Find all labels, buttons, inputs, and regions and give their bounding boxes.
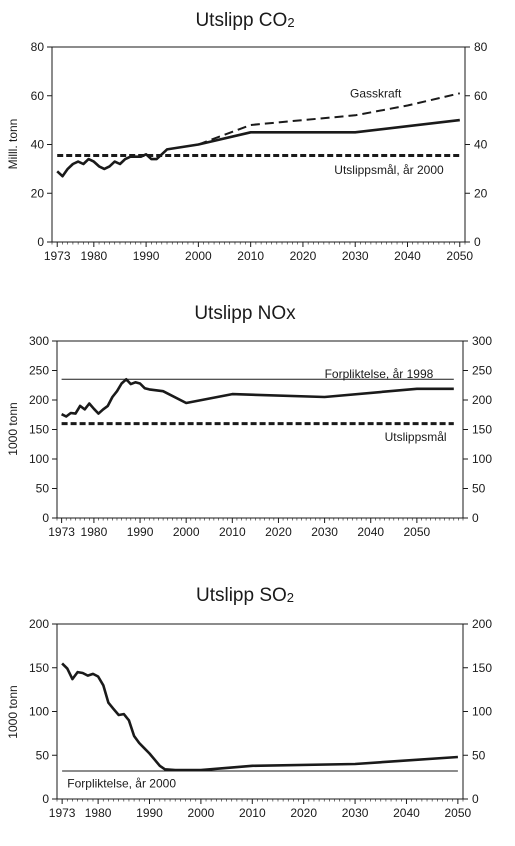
y-right-tick-label: 80: [474, 40, 488, 54]
annotation-label: Forpliktelse, år 2000: [67, 776, 176, 790]
y-axis-left: 0 50 100 150 200 250 300: [29, 334, 57, 525]
plot-frame: [51, 46, 466, 243]
x-tick-label: 1980: [81, 525, 108, 539]
y-right-tick-label: 200: [472, 393, 492, 407]
x-tick-label: 2050: [445, 806, 472, 820]
y-axis-right: 0 50 100 150 200 250 300: [463, 334, 492, 525]
x-tick-label: 2020: [290, 806, 317, 820]
x-tick-label: 2040: [357, 525, 384, 539]
series-group: [61, 378, 454, 426]
annotation-group: Forpliktelse, år 1998 Utslippsmål: [325, 367, 447, 444]
x-axis: 1973 1980 1990 2000 2010 2020 2030 2040 2050: [49, 799, 472, 820]
y-tick-label: 150: [29, 423, 49, 437]
annotation-group: Gasskraft Utslippsmål, år 2000: [334, 86, 444, 177]
y-tick-label: 50: [36, 748, 50, 762]
y-tick-label: 50: [36, 482, 50, 496]
x-tick-label: 2040: [393, 806, 420, 820]
x-tick-label: 2010: [219, 525, 246, 539]
chart-nox-svg: Utslipp NOx 1000 tonn 1973 1980 1990 2000 20…: [6, 303, 492, 539]
x-tick-label: 1973: [49, 806, 76, 820]
y-right-tick-label: 40: [474, 138, 488, 152]
x-tick-label: 2030: [342, 806, 369, 820]
y-right-tick-label: 150: [472, 423, 492, 437]
chart-co2-svg: Utslipp CO2 Milll. tonn 1973 1980 1990 2000…: [6, 10, 488, 263]
annotation-group: Forpliktelse, år 2000: [67, 776, 176, 790]
y-tick-label: 200: [29, 393, 49, 407]
y-axis-label: 1000 tonn: [6, 402, 20, 455]
y-tick-label: 80: [31, 40, 45, 54]
x-tick-label: 2020: [265, 525, 292, 539]
y-right-tick-label: 150: [472, 661, 492, 675]
y-tick-label: 20: [31, 186, 45, 200]
series-group: [61, 662, 458, 772]
x-tick-label: 2030: [311, 525, 338, 539]
y-right-tick-label: 0: [474, 235, 481, 249]
x-tick-label: 2000: [173, 525, 200, 539]
x-tick-label: 1990: [133, 249, 160, 263]
y-tick-label: 200: [29, 617, 49, 631]
x-axis: 1973 1980 1990 2000 2010 2020 2030 2040 2050: [48, 518, 464, 539]
series-line-1: [198, 92, 461, 146]
series-line-0: [56, 118, 460, 178]
series-line-0: [61, 378, 454, 418]
x-tick-label: 2010: [237, 249, 264, 263]
chart-so2: Utslipp SO2 1000 tonn 1973 1980 1990 2000 20…: [0, 575, 515, 840]
chart-title: Utslipp CO2: [195, 10, 294, 31]
y-axis-right: 0 20 40 60 80: [465, 40, 488, 249]
annotation-label: Gasskraft: [350, 86, 402, 100]
x-tick-label: 1980: [85, 806, 112, 820]
x-tick-label: 2050: [446, 249, 473, 263]
y-tick-label: 0: [42, 792, 49, 806]
annotation-label: Utslippsmål, år 2000: [334, 163, 444, 177]
y-axis-left: 0 50 100 150 200: [29, 617, 57, 806]
x-axis: 1973 1980 1990 2000 2010 2020 2030 2040 2050: [44, 242, 473, 263]
y-right-tick-label: 0: [472, 792, 479, 806]
y-tick-label: 40: [31, 138, 45, 152]
annotation-label: Utslippsmål: [385, 430, 447, 444]
y-tick-label: 60: [31, 89, 45, 103]
plot-frame: [56, 623, 464, 800]
chart-title: Utslipp NOx: [194, 303, 296, 324]
x-tick-label: 2000: [185, 249, 212, 263]
y-right-tick-label: 300: [472, 334, 492, 348]
x-tick-label: 1990: [127, 525, 154, 539]
x-tick-label: 2050: [404, 525, 431, 539]
x-tick-label: 2040: [394, 249, 421, 263]
y-right-tick-label: 100: [472, 705, 492, 719]
y-axis-right: 0 50 100 150 200: [463, 617, 492, 806]
y-tick-label: 0: [42, 511, 49, 525]
y-tick-label: 0: [37, 235, 44, 249]
y-right-tick-label: 100: [472, 452, 492, 466]
x-tick-label: 2030: [342, 249, 369, 263]
y-right-tick-label: 50: [472, 482, 486, 496]
x-tick-label: 2000: [188, 806, 215, 820]
y-tick-label: 250: [29, 364, 49, 378]
y-right-tick-label: 0: [472, 511, 479, 525]
y-right-tick-label: 50: [472, 748, 486, 762]
x-tick-label: 2010: [239, 806, 266, 820]
y-right-tick-label: 60: [474, 89, 488, 103]
x-tick-label: 1973: [48, 525, 75, 539]
y-axis-label: Milll. tonn: [6, 119, 20, 170]
y-right-tick-label: 250: [472, 364, 492, 378]
y-tick-label: 300: [29, 334, 49, 348]
annotation-label: Forpliktelse, år 1998: [325, 367, 434, 381]
y-right-tick-label: 20: [474, 186, 488, 200]
x-tick-label: 1990: [136, 806, 163, 820]
chart-so2-svg: Utslipp SO2 1000 tonn 1973 1980 1990 2000 20…: [6, 585, 492, 820]
chart-co2: Utslipp CO2 Milll. tonn 1973 1980 1990 2000…: [0, 0, 515, 270]
y-tick-label: 100: [29, 452, 49, 466]
x-tick-label: 1980: [80, 249, 107, 263]
y-axis-label: 1000 tonn: [6, 685, 20, 738]
y-axis-left: 0 20 40 60 80: [31, 40, 52, 249]
chart-title: Utslipp SO2: [196, 585, 294, 606]
series-line-0: [61, 662, 458, 772]
y-right-tick-label: 200: [472, 617, 492, 631]
chart-nox: Utslipp NOx 1000 tonn 1973 1980 1990 2000 20…: [0, 292, 515, 552]
x-tick-label: 1973: [44, 249, 71, 263]
y-tick-label: 150: [29, 661, 49, 675]
series-group: [56, 92, 461, 178]
y-tick-label: 100: [29, 705, 49, 719]
x-tick-label: 2020: [290, 249, 317, 263]
